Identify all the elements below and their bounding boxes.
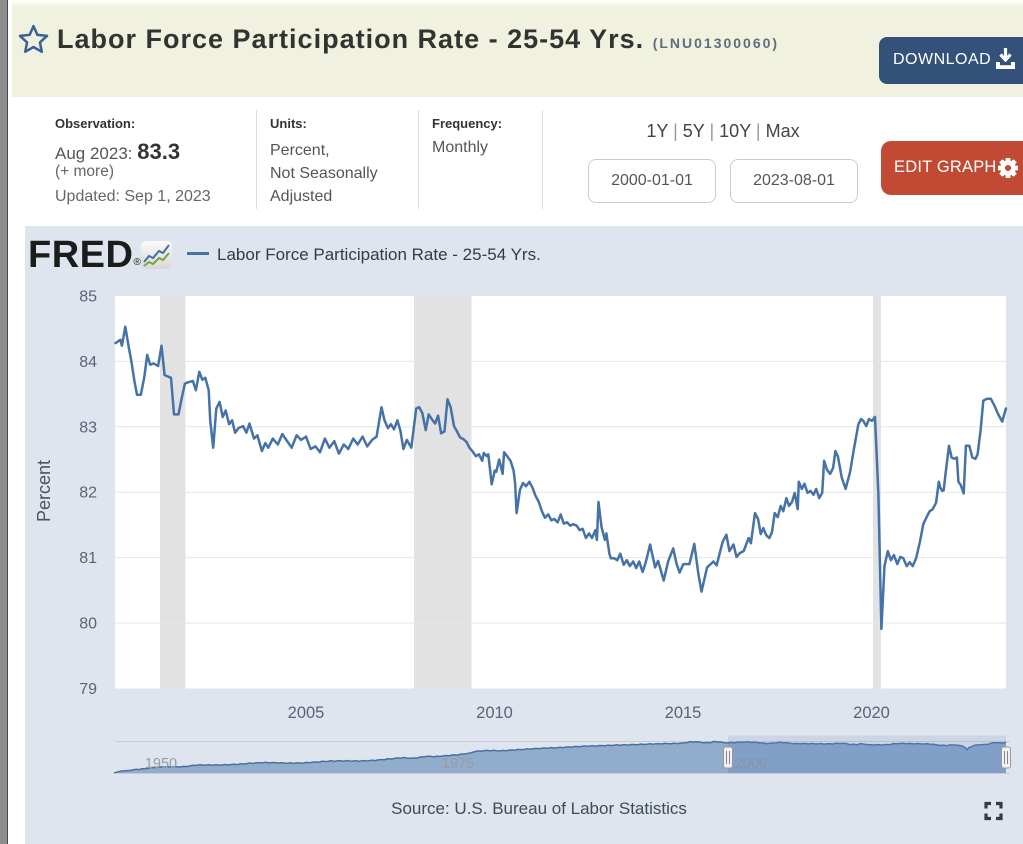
svg-text:1975: 1975 [442, 756, 474, 772]
svg-text:81: 81 [79, 550, 97, 567]
svg-text:79: 79 [79, 681, 97, 698]
svg-text:83: 83 [79, 419, 97, 436]
svg-text:84: 84 [79, 354, 97, 371]
svg-text:2005: 2005 [288, 704, 325, 722]
svg-text:2015: 2015 [665, 704, 702, 722]
svg-text:1950: 1950 [145, 756, 177, 772]
svg-text:2010: 2010 [476, 704, 513, 722]
svg-text:2020: 2020 [853, 704, 890, 722]
svg-text:2000: 2000 [735, 756, 767, 772]
svg-text:85: 85 [79, 289, 97, 306]
svg-text:Percent: Percent [34, 460, 54, 522]
svg-text:Source: U.S. Bureau of Labor S: Source: U.S. Bureau of Labor Statistics [391, 799, 687, 818]
svg-text:82: 82 [79, 485, 97, 502]
svg-text:80: 80 [79, 616, 97, 633]
